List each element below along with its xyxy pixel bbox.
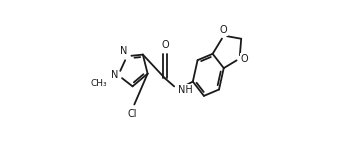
Text: O: O [240,54,248,64]
Text: O: O [161,40,169,50]
Text: CH₃: CH₃ [91,79,107,88]
Text: O: O [220,25,228,35]
Text: N: N [120,46,127,56]
Text: NH: NH [178,84,192,95]
Text: N: N [111,70,118,80]
Text: Cl: Cl [128,108,137,119]
